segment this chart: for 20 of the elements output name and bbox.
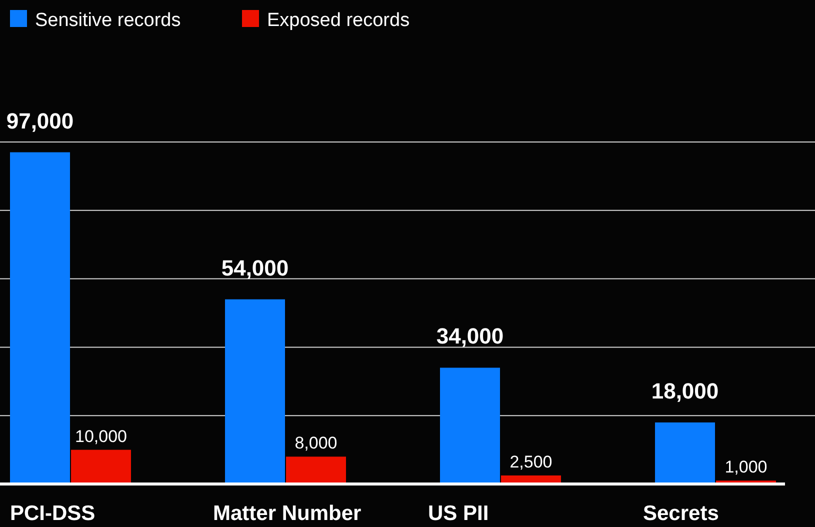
x-tick-label: Secrets (643, 502, 719, 525)
x-tick-label: US PII (428, 502, 489, 525)
data-label: 18,000 (651, 378, 719, 404)
data-label: 10,000 (75, 426, 127, 446)
x-tick-label: PCI-DSS (10, 502, 96, 525)
data-label: 54,000 (221, 255, 289, 280)
legend-label: Sensitive records (35, 10, 181, 31)
bar (440, 368, 500, 484)
bar (225, 299, 285, 484)
bar (655, 422, 715, 484)
data-label: 1,000 (724, 458, 768, 477)
data-label: 2,500 (510, 452, 552, 472)
bar (10, 152, 70, 484)
bar (71, 450, 131, 484)
bar (286, 456, 346, 484)
data-label: 97,000 (6, 108, 74, 134)
data-label: 8,000 (294, 434, 338, 453)
data-label: 34,000 (436, 324, 504, 349)
x-tick-label: Matter Number (213, 502, 362, 525)
legend-label: Exposed records (267, 10, 410, 31)
